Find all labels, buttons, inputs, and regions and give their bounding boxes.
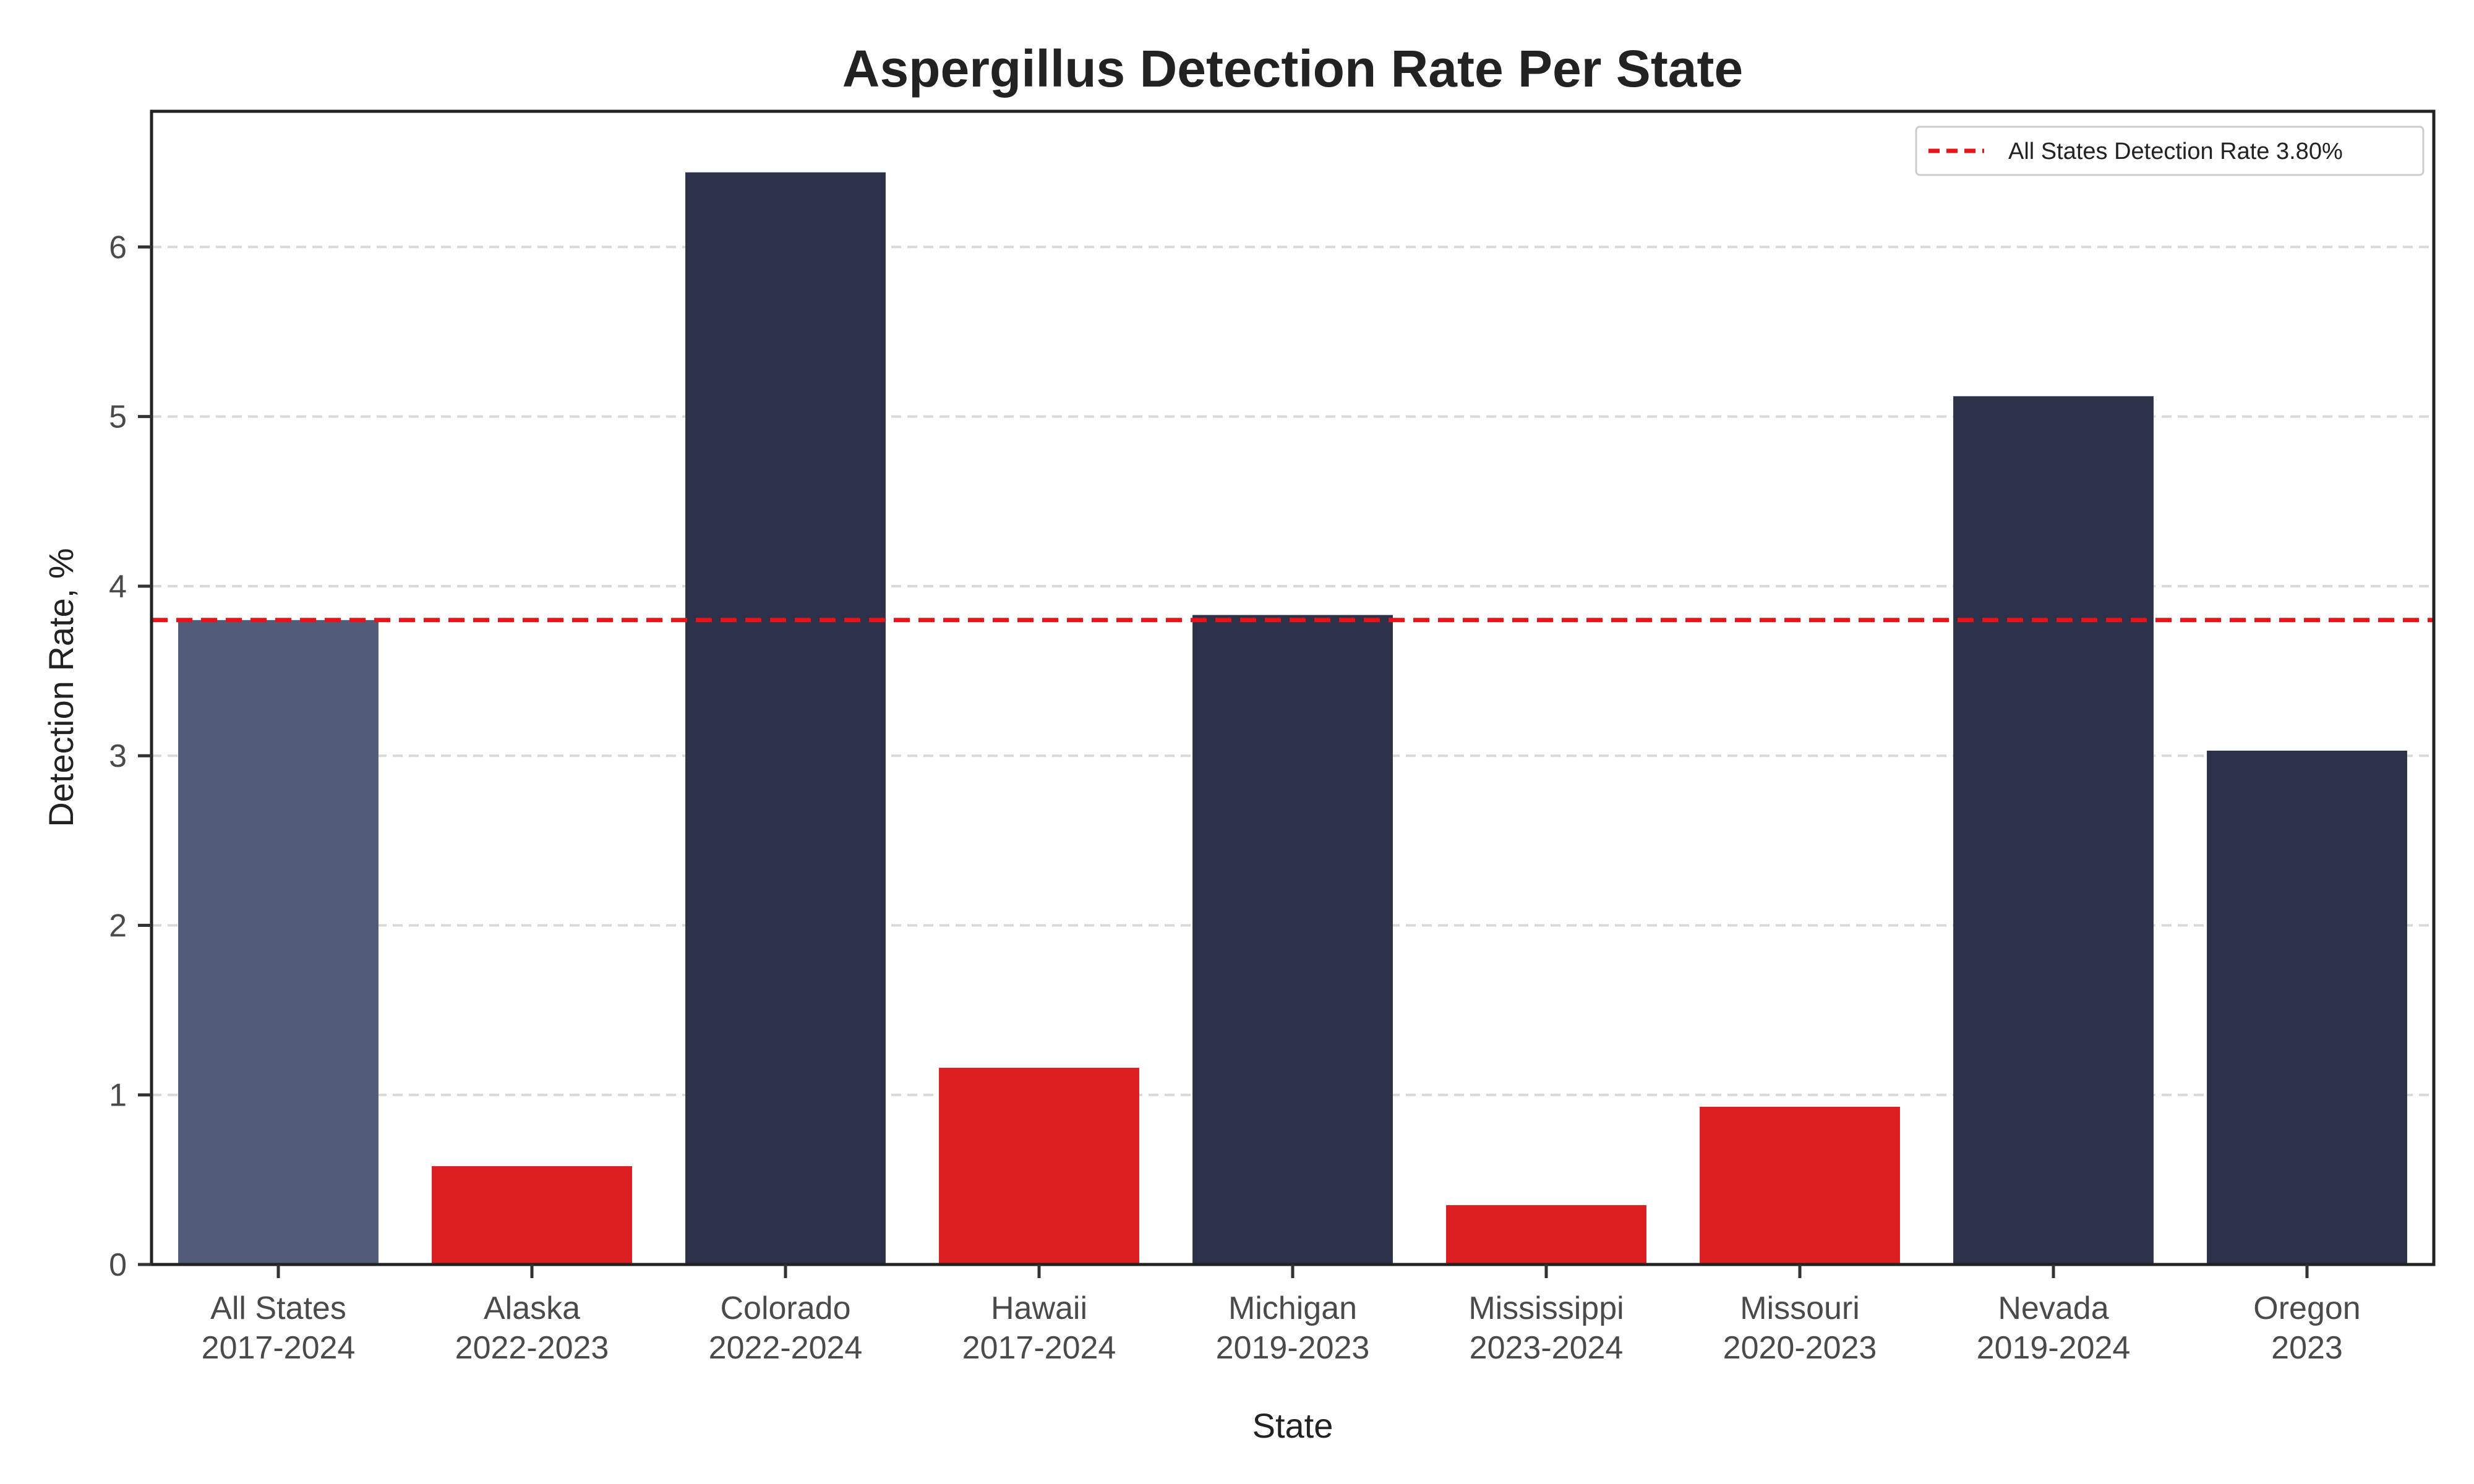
x-tick-label-name: Hawaii <box>991 1290 1087 1326</box>
legend: All States Detection Rate 3.80% <box>1915 126 2425 176</box>
y-axis-ticks: 0 1 2 3 4 5 6 <box>109 229 152 1283</box>
x-axis-label: State <box>1252 1406 1333 1445</box>
chart-title: Aspergillus Detection Rate Per State <box>842 40 1743 98</box>
y-tick-label: 6 <box>109 229 127 265</box>
x-axis-ticks: All States 2017-2024 Alaska 2022-2023 Colora… <box>202 1264 2361 1366</box>
y-tick-label: 1 <box>109 1078 127 1114</box>
x-tick-label-period: 2023 <box>2271 1330 2343 1366</box>
x-tick-label-period: 2017-2024 <box>202 1330 356 1366</box>
x-tick-label-name: All States <box>210 1290 346 1326</box>
y-tick-label: 0 <box>109 1247 127 1283</box>
bar-oregon <box>2207 750 2407 1264</box>
bar-alaska <box>432 1166 632 1264</box>
x-tick-label-name: Colorado <box>720 1290 850 1326</box>
x-tick-label-period: 2022-2023 <box>455 1330 609 1366</box>
x-tick-label-name: Nevada <box>1998 1290 2108 1326</box>
y-tick-label: 2 <box>109 908 127 944</box>
x-tick-label-name: Missouri <box>1740 1290 1860 1326</box>
bar-michigan <box>1192 615 1393 1264</box>
bar-mississippi <box>1446 1205 1646 1264</box>
bar-hawaii <box>939 1067 1139 1264</box>
y-tick-label: 4 <box>109 569 127 605</box>
bar-missouri <box>1700 1106 1900 1264</box>
x-tick-label-period: 2020-2023 <box>1723 1330 1877 1366</box>
legend-box <box>1915 126 2425 176</box>
x-tick-label-name: Mississippi <box>1468 1290 1624 1326</box>
bar-nevada <box>1953 396 2154 1265</box>
bar-colorado <box>685 172 886 1264</box>
x-tick-label-name: Oregon <box>2253 1290 2360 1326</box>
x-tick-label-period: 2022-2024 <box>709 1330 863 1366</box>
x-tick-label-name: Michigan <box>1228 1290 1357 1326</box>
legend-reference-line-label: All States Detection Rate 3.80% <box>2008 139 2343 164</box>
x-tick-label-period: 2017-2024 <box>962 1330 1116 1366</box>
x-tick-label-period: 2019-2024 <box>1977 1330 2131 1366</box>
bars <box>178 172 2407 1265</box>
y-tick-label: 3 <box>109 738 127 774</box>
x-tick-label-name: Alaska <box>484 1290 580 1326</box>
bar-all-states <box>178 620 379 1264</box>
x-tick-label-period: 2019-2023 <box>1216 1330 1370 1366</box>
y-tick-label: 5 <box>109 399 127 435</box>
y-axis-label: Detection Rate, % <box>41 548 80 827</box>
x-tick-label-period: 2023-2024 <box>1470 1330 1624 1366</box>
